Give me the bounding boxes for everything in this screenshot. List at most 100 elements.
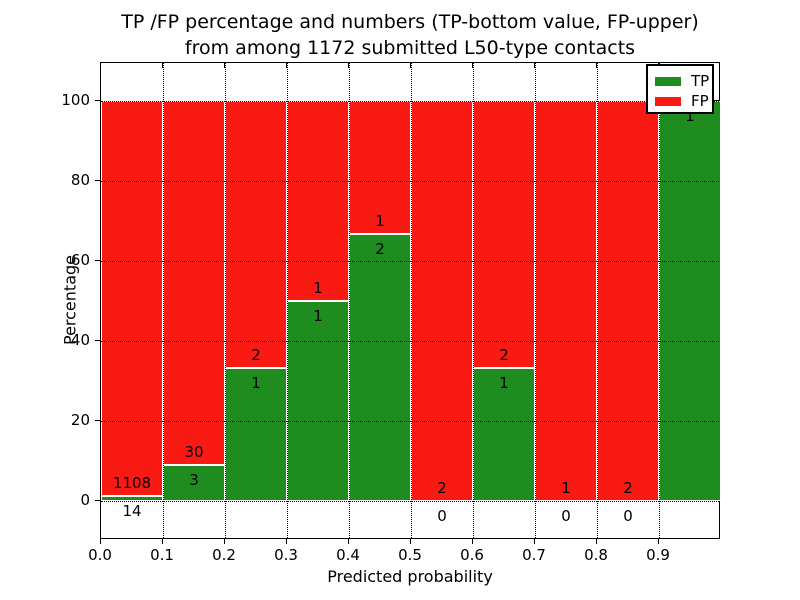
x-tick-label: 0.1 [150, 546, 174, 564]
y-tick-label: 60 [70, 251, 90, 269]
y-tick-mark [95, 340, 100, 341]
count-label-fp: 1108 [112, 474, 152, 492]
count-label-tp: 1 [313, 307, 323, 325]
x-tick-mark [100, 539, 101, 544]
gridline-vertical [225, 63, 226, 538]
x-tick-mark [286, 539, 287, 544]
x-tick-mark [596, 539, 597, 544]
x-tick-mark-top [224, 63, 225, 68]
bar-segment-tp [287, 301, 349, 501]
count-label-fp: 30 [184, 442, 204, 461]
x-tick-mark [348, 539, 349, 544]
x-tick-label: 0.6 [460, 546, 484, 564]
x-tick-mark-top [162, 63, 163, 68]
count-label-tp: 0 [437, 507, 447, 525]
gridline-vertical [411, 63, 412, 538]
bar-segment-fp [473, 101, 535, 368]
gridline-vertical [163, 63, 164, 538]
bar-segment-fp [163, 101, 225, 465]
y-tick-mark [95, 500, 100, 501]
bar-segment-fp [101, 101, 163, 496]
gridline-horizontal [101, 341, 719, 342]
gridline-horizontal [101, 101, 719, 102]
chart-title-line1: TP /FP percentage and numbers (TP-bottom… [121, 11, 699, 33]
y-tick-label: 40 [70, 331, 90, 349]
x-tick-label: 0.7 [522, 546, 546, 564]
x-tick-mark-top [286, 63, 287, 68]
chart-title: TP /FP percentage and numbers (TP-bottom… [100, 9, 720, 61]
count-label-tp: 1 [685, 107, 695, 125]
count-label-tp: 1 [499, 373, 509, 392]
y-tick-label: 100 [61, 91, 90, 109]
count-label-fp: 1 [313, 279, 323, 297]
count-label-fp: 1 [561, 479, 571, 497]
gridline-horizontal [101, 421, 719, 422]
bar-segment-tp [659, 101, 721, 501]
x-tick-mark-top [348, 63, 349, 68]
bar-segment-fp [287, 101, 349, 301]
count-label-fp: 2 [499, 345, 509, 364]
count-label-fp: 2 [623, 479, 633, 497]
x-tick-mark [410, 539, 411, 544]
x-tick-mark [224, 539, 225, 544]
gridline-vertical [597, 63, 598, 538]
count-label-fp: 2 [437, 479, 447, 497]
count-label-tp: 1 [251, 373, 261, 392]
count-label-fp: 2 [251, 345, 261, 364]
legend-item-tp: TP [655, 71, 712, 91]
x-axis-label: Predicted probability [327, 567, 493, 586]
x-tick-mark [162, 539, 163, 544]
x-tick-label: 0.0 [88, 546, 112, 564]
count-label-tp: 0 [561, 507, 571, 525]
y-tick-mark-right [714, 100, 719, 101]
bar-segment-tp [473, 367, 535, 501]
x-tick-mark-top [410, 63, 411, 68]
fp-swatch-icon [655, 96, 681, 106]
x-tick-mark [658, 539, 659, 544]
x-tick-mark [534, 539, 535, 544]
tp-swatch-icon [655, 76, 681, 86]
y-tick-label: 20 [70, 411, 90, 429]
bar-segment-tp [349, 234, 411, 501]
gridline-horizontal [101, 181, 719, 182]
x-tick-label: 0.4 [336, 546, 360, 564]
y-tick-label: 80 [70, 171, 90, 189]
count-label-tp: 14 [122, 502, 142, 520]
gridline-vertical [349, 63, 350, 538]
x-tick-label: 0.9 [646, 546, 670, 564]
y-tick-mark [95, 260, 100, 261]
count-label-fp: 1 [375, 212, 385, 231]
legend-label-fp: FP [691, 92, 709, 110]
count-label-tp: 3 [189, 470, 199, 489]
x-tick-label: 0.5 [398, 546, 422, 564]
legend-item-fp: FP [655, 91, 712, 111]
plot-area: 1108 14 30 3 2 1 1 1 1 2 2 0 2 1 1 0 2 0 1 [100, 62, 721, 539]
x-tick-label: 0.3 [274, 546, 298, 564]
bar-segment-tp [163, 464, 225, 501]
y-tick-mark [95, 420, 100, 421]
x-tick-label: 0.8 [584, 546, 608, 564]
x-tick-mark-top [472, 63, 473, 68]
gridline-vertical [535, 63, 536, 538]
gridline-horizontal [101, 261, 719, 262]
chart-title-line2: from among 1172 submitted L50-type conta… [184, 37, 636, 59]
y-tick-label: 0 [80, 491, 90, 509]
y-tick-mark [95, 180, 100, 181]
bar-segment-fp [597, 101, 659, 501]
x-tick-mark-top [534, 63, 535, 68]
count-label-tp: 2 [375, 240, 385, 259]
legend: TP FP [646, 64, 714, 114]
y-tick-mark [95, 100, 100, 101]
gridline-horizontal [101, 501, 719, 502]
bar-segment-tp [101, 496, 163, 501]
x-tick-label: 0.2 [212, 546, 236, 564]
gridline-vertical [659, 63, 660, 538]
x-tick-mark-top [100, 63, 101, 68]
bar-segment-fp [535, 101, 597, 501]
count-label-tp: 0 [623, 507, 633, 525]
gridline-vertical [473, 63, 474, 538]
bar-segment-fp [225, 101, 287, 368]
x-tick-mark-top [596, 63, 597, 68]
x-tick-mark [472, 539, 473, 544]
